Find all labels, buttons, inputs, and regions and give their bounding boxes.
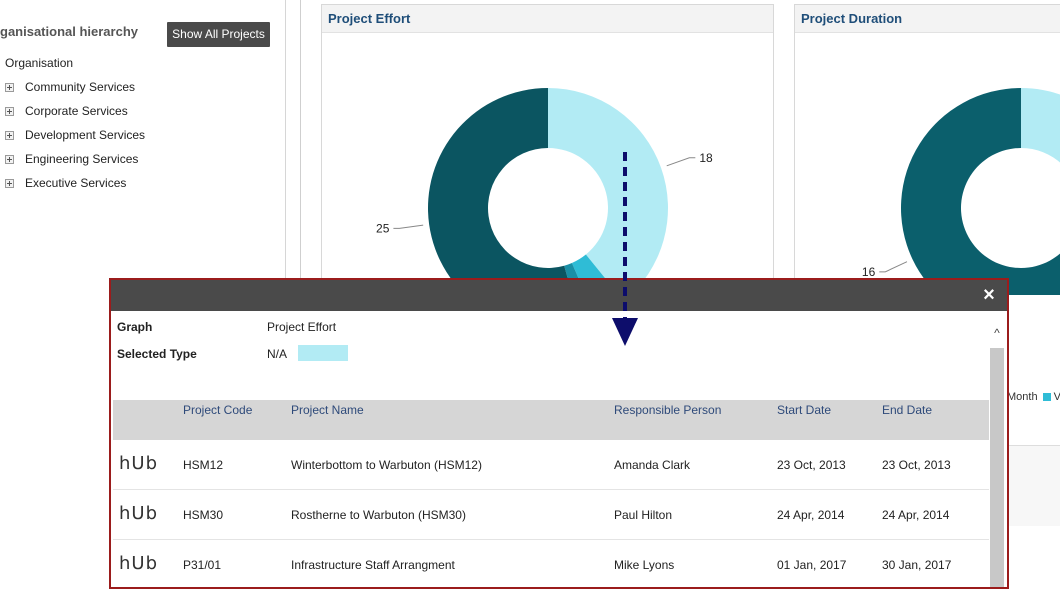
- selected-type-swatch: [298, 345, 348, 361]
- start-date-cell: 01 Jan, 2017: [777, 558, 847, 572]
- expand-icon[interactable]: [5, 154, 14, 164]
- tree-root-organisation[interactable]: Organisation: [5, 56, 74, 70]
- close-icon[interactable]: ×: [983, 284, 995, 306]
- tree-item-engineering-services[interactable]: Engineering Services: [5, 151, 138, 167]
- panel-divider: [994, 445, 1060, 446]
- panel-title: Project Effort: [322, 5, 773, 33]
- project-details-modal: × Graph Project Effort Selected Type N/A…: [109, 278, 1009, 589]
- panel-title: Project Duration: [795, 5, 1060, 33]
- graph-value: Project Effort: [267, 320, 337, 334]
- tree-item-label: Corporate Services: [25, 104, 128, 118]
- sidebar-title: ganisational hierarchy: [0, 24, 138, 39]
- donut-slice-0[interactable]: [1021, 88, 1060, 164]
- donut-slice-0[interactable]: [548, 88, 668, 295]
- modal-title-bar[interactable]: ×: [111, 280, 1007, 311]
- end-date-cell: 30 Jan, 2017: [882, 558, 952, 572]
- expand-icon[interactable]: [5, 106, 14, 116]
- tree-item-label: Executive Services: [25, 176, 127, 190]
- tree-item-development-services[interactable]: Development Services: [5, 127, 145, 143]
- column-header-start-date[interactable]: Start Date: [777, 403, 832, 417]
- end-date-cell: 23 Oct, 2013: [882, 458, 951, 472]
- tree-item-label: Community Services: [25, 80, 136, 94]
- selected-type-key: Selected Type: [117, 347, 197, 361]
- tree-item-corporate-services[interactable]: Corporate Services: [5, 103, 128, 119]
- project-duration-panel: Project Duration 16: [794, 4, 1060, 295]
- tree-item-executive-services[interactable]: Executive Services: [5, 175, 126, 191]
- project-effort-panel: Project Effort 18 25: [321, 4, 775, 295]
- table-row[interactable]: hUb HSM30 Rostherne to Warbuton (HSM30) …: [113, 490, 989, 540]
- table-header: Project Code Project Name Responsible Pe…: [113, 400, 989, 440]
- data-label: 16: [862, 265, 876, 279]
- hub-logo: hUb: [119, 553, 159, 574]
- legend-swatch: [1042, 393, 1051, 402]
- data-label-leader: [879, 261, 908, 273]
- data-label: 25: [376, 221, 390, 235]
- expand-icon[interactable]: [5, 130, 14, 140]
- donut-slice-3[interactable]: [428, 88, 580, 295]
- projects-table: Project Code Project Name Responsible Pe…: [113, 400, 989, 587]
- project-code-cell: HSM12: [183, 458, 224, 472]
- hub-logo: hUb: [119, 503, 159, 524]
- graph-key: Graph: [117, 320, 153, 334]
- drag-arrow-icon: [612, 152, 638, 346]
- data-label: 18: [699, 151, 713, 165]
- column-header-end-date[interactable]: End Date: [882, 403, 933, 417]
- table-row[interactable]: hUb HSM12 Winterbottom to Warbuton (HSM1…: [113, 440, 989, 490]
- legend-label: Month: [1007, 391, 1038, 403]
- table-row[interactable]: hUb P31/01 Infrastructure Staff Arrangme…: [113, 540, 989, 587]
- data-label-leader: [393, 224, 424, 229]
- scroll-up-icon[interactable]: ^: [994, 326, 1000, 340]
- project-name-cell: Infrastructure Staff Arrangment: [291, 558, 455, 572]
- project-duration-donut-chart[interactable]: 16: [795, 5, 1060, 295]
- scrollbar-thumb[interactable]: [990, 348, 1004, 587]
- data-label-leader: [666, 157, 696, 167]
- project-code-cell: P31/01: [183, 558, 222, 572]
- hub-logo: hUb: [119, 453, 159, 474]
- project-name-cell: Rostherne to Warbuton (HSM30): [291, 508, 466, 522]
- expand-icon[interactable]: [5, 178, 14, 188]
- column-header-project-name[interactable]: Project Name: [291, 403, 364, 417]
- show-all-projects-button[interactable]: Show All Projects: [167, 22, 270, 47]
- donut-slice-2[interactable]: [901, 88, 1060, 295]
- responsible-person-cell: Paul Hilton: [614, 508, 673, 522]
- tree-item-community-services[interactable]: Community Services: [5, 79, 135, 95]
- expand-icon[interactable]: [5, 82, 14, 92]
- tree-item-label: Engineering Services: [25, 152, 139, 166]
- column-header-responsible-person[interactable]: Responsible Person: [614, 403, 722, 417]
- tree-item-label: Development Services: [25, 128, 146, 142]
- duration-legend: Month V: [1007, 391, 1060, 403]
- start-date-cell: 23 Oct, 2013: [777, 458, 846, 472]
- responsible-person-cell: Mike Lyons: [614, 558, 675, 572]
- responsible-person-cell: Amanda Clark: [614, 458, 691, 472]
- end-date-cell: 24 Apr, 2014: [882, 508, 950, 522]
- column-header-project-code[interactable]: Project Code: [183, 403, 253, 417]
- selected-type-value: N/A: [267, 347, 288, 361]
- start-date-cell: 24 Apr, 2014: [777, 508, 845, 522]
- project-name-cell: Winterbottom to Warbuton (HSM12): [291, 458, 482, 472]
- project-code-cell: HSM30: [183, 508, 224, 522]
- legend-label-2: V: [1053, 391, 1060, 403]
